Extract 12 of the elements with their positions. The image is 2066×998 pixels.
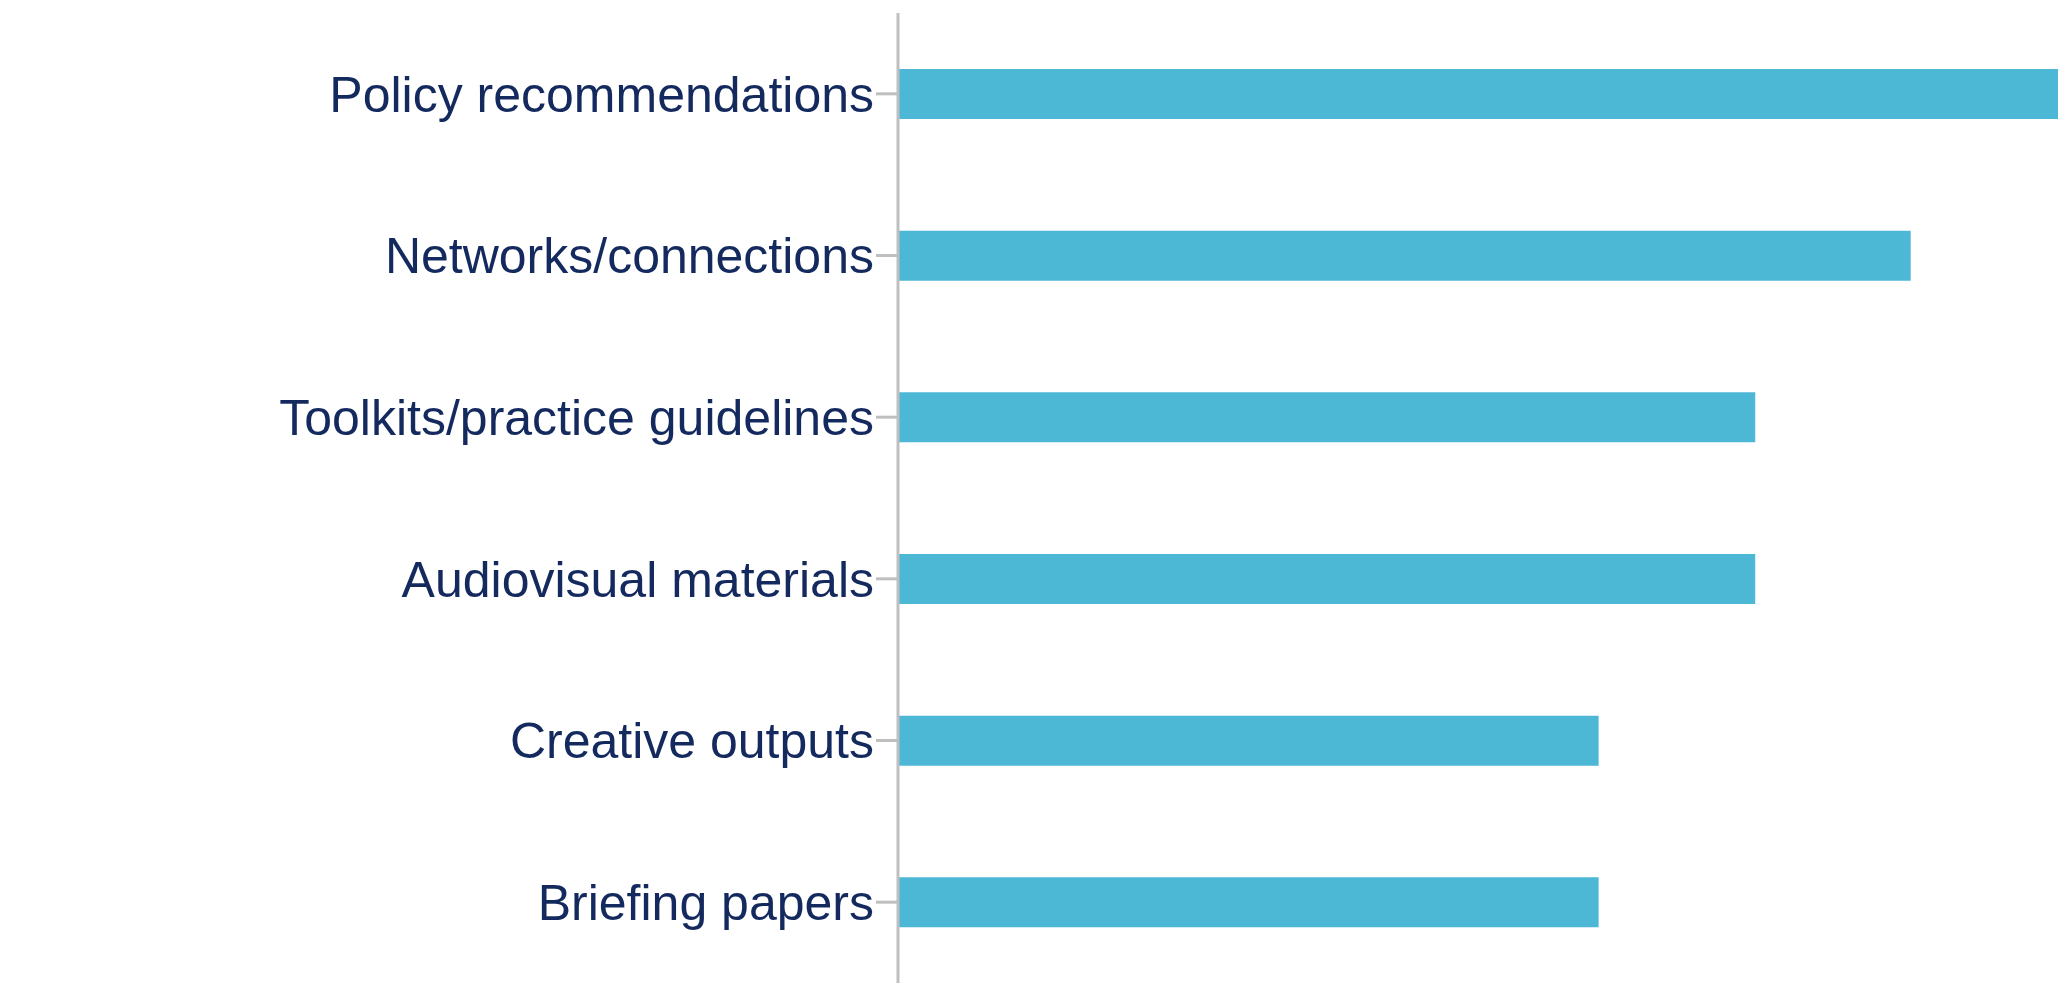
y-tick-label: Policy recommendations bbox=[329, 66, 874, 123]
bar bbox=[898, 392, 1756, 443]
bar bbox=[898, 715, 1599, 766]
y-tick-label: Networks/connections bbox=[384, 228, 874, 285]
y-tick-label: Creative outputs bbox=[509, 713, 874, 770]
bar bbox=[898, 230, 1911, 281]
y-tick-label: Toolkits/practice guidelines bbox=[279, 389, 874, 446]
y-tick-label: Briefing papers bbox=[537, 874, 874, 931]
bar bbox=[898, 554, 1756, 604]
bar bbox=[898, 69, 2058, 119]
bar bbox=[898, 877, 1599, 928]
y-tick-label: Audiovisual materials bbox=[401, 551, 874, 608]
